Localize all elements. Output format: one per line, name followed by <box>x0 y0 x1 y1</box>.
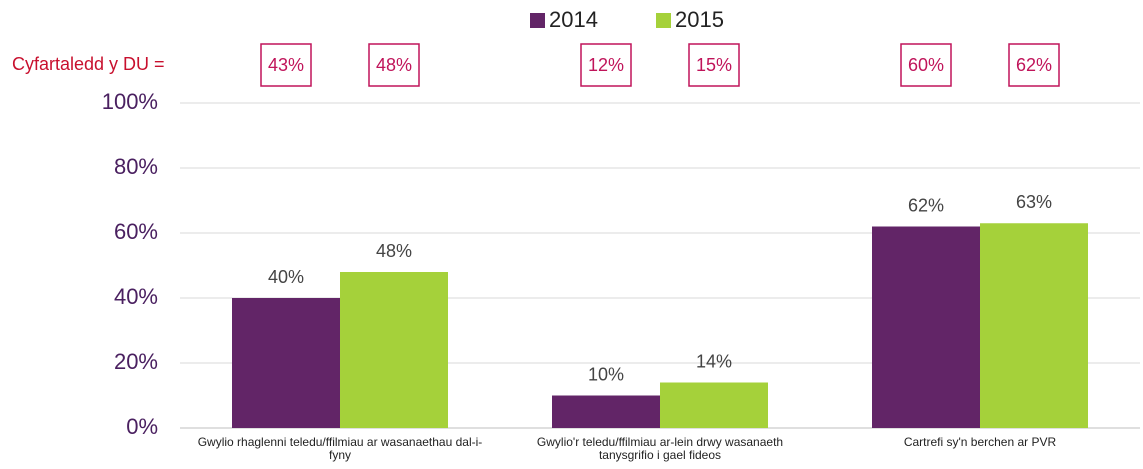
value-label: 63% <box>1016 192 1052 212</box>
uk-average-box <box>580 43 632 87</box>
y-tick-label: 40% <box>114 284 158 309</box>
value-label: 14% <box>696 351 732 371</box>
y-tick-label: 80% <box>114 154 158 179</box>
y-tick-label: 20% <box>114 349 158 374</box>
y-tick-label: 60% <box>114 219 158 244</box>
uk-average-label: 48% <box>376 55 412 75</box>
uk-average-title: Cyfartaledd y DU = <box>12 54 165 74</box>
value-label: 40% <box>268 267 304 287</box>
bar <box>660 382 768 428</box>
x-tick-label: Gwylio'r teledu/ffilmiau ar-lein drwy wa… <box>536 435 784 462</box>
uk-average-label: 12% <box>588 55 624 75</box>
y-tick-label: 0% <box>126 414 158 439</box>
value-label: 62% <box>908 195 944 215</box>
uk-average-box <box>1008 43 1060 87</box>
uk-average-box <box>368 43 420 87</box>
uk-average-label: 60% <box>908 55 944 75</box>
uk-average-box <box>688 43 740 87</box>
value-label: 48% <box>376 241 412 261</box>
legend-swatch <box>656 13 671 28</box>
uk-average-box <box>260 43 312 87</box>
uk-average-label: 15% <box>696 55 732 75</box>
bar <box>980 223 1088 428</box>
bar <box>552 395 660 428</box>
bar <box>872 226 980 428</box>
uk-average-box <box>900 43 952 87</box>
x-tick-label: Cartrefi sy'n berchen ar PVR <box>903 435 1057 449</box>
bar <box>340 272 448 428</box>
bar <box>232 298 340 428</box>
legend-swatch <box>530 13 545 28</box>
uk-average-label: 43% <box>268 55 304 75</box>
value-label: 10% <box>588 364 624 384</box>
legend-label: 2015 <box>675 7 724 32</box>
uk-average-label: 62% <box>1016 55 1052 75</box>
x-tick-label: Gwylio rhaglenni teledu/ffilmiau ar wasa… <box>197 435 483 462</box>
y-tick-label: 100% <box>102 89 158 114</box>
legend-label: 2014 <box>549 7 598 32</box>
